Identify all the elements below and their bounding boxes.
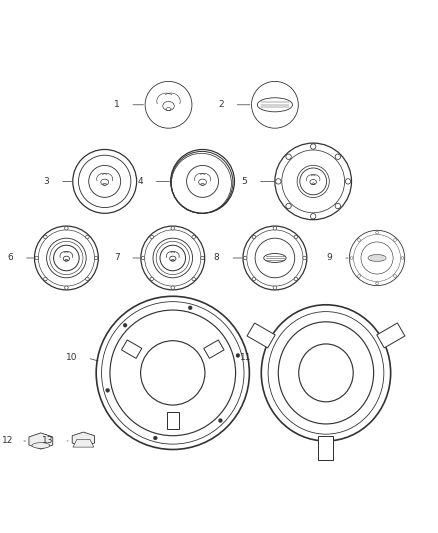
Circle shape xyxy=(150,235,154,239)
Circle shape xyxy=(294,235,298,239)
Text: 2: 2 xyxy=(218,100,224,109)
Circle shape xyxy=(150,277,154,281)
Circle shape xyxy=(106,389,110,392)
Text: 7: 7 xyxy=(114,254,120,262)
Circle shape xyxy=(286,204,291,209)
Circle shape xyxy=(123,324,127,327)
Circle shape xyxy=(201,256,204,260)
Circle shape xyxy=(350,256,353,260)
Circle shape xyxy=(311,214,316,219)
Text: 10: 10 xyxy=(66,353,77,362)
Circle shape xyxy=(192,235,195,239)
Text: 12: 12 xyxy=(2,437,13,446)
Text: 9: 9 xyxy=(327,254,332,262)
Text: 5: 5 xyxy=(241,177,247,186)
Text: 1: 1 xyxy=(114,100,120,109)
Circle shape xyxy=(286,154,291,159)
Bar xyxy=(167,412,179,429)
Circle shape xyxy=(171,286,174,289)
Circle shape xyxy=(273,227,277,230)
Circle shape xyxy=(44,277,47,281)
Circle shape xyxy=(394,274,396,277)
Circle shape xyxy=(276,179,281,184)
Circle shape xyxy=(376,231,378,234)
Circle shape xyxy=(376,282,378,285)
Circle shape xyxy=(153,436,157,440)
Text: 6: 6 xyxy=(7,254,13,262)
Circle shape xyxy=(44,235,47,239)
Circle shape xyxy=(358,274,360,277)
Text: 8: 8 xyxy=(214,254,219,262)
Circle shape xyxy=(236,353,240,357)
Circle shape xyxy=(141,256,145,260)
Bar xyxy=(247,323,275,348)
Text: 3: 3 xyxy=(44,177,49,186)
Circle shape xyxy=(171,227,174,230)
Circle shape xyxy=(244,256,247,260)
Circle shape xyxy=(252,235,256,239)
Circle shape xyxy=(358,239,360,241)
Circle shape xyxy=(401,256,404,260)
Bar xyxy=(121,340,142,358)
Circle shape xyxy=(192,277,195,281)
Circle shape xyxy=(303,256,306,260)
Circle shape xyxy=(219,418,223,423)
Polygon shape xyxy=(29,433,53,449)
Circle shape xyxy=(252,277,256,281)
Circle shape xyxy=(311,144,316,149)
Circle shape xyxy=(85,235,89,239)
Circle shape xyxy=(35,256,39,260)
Bar xyxy=(318,436,333,459)
Polygon shape xyxy=(73,439,94,447)
Bar xyxy=(377,323,405,348)
Bar xyxy=(204,340,224,358)
Circle shape xyxy=(346,179,351,184)
Circle shape xyxy=(273,286,277,289)
Circle shape xyxy=(85,277,89,281)
Polygon shape xyxy=(72,432,95,447)
Text: 11: 11 xyxy=(240,353,251,362)
Circle shape xyxy=(65,286,68,289)
Circle shape xyxy=(335,154,340,159)
Circle shape xyxy=(65,227,68,230)
Circle shape xyxy=(188,306,192,310)
Text: 13: 13 xyxy=(42,437,53,446)
Circle shape xyxy=(94,256,98,260)
Ellipse shape xyxy=(32,443,50,448)
Circle shape xyxy=(335,204,340,209)
Circle shape xyxy=(294,277,298,281)
Circle shape xyxy=(394,239,396,241)
Text: 4: 4 xyxy=(138,177,143,186)
